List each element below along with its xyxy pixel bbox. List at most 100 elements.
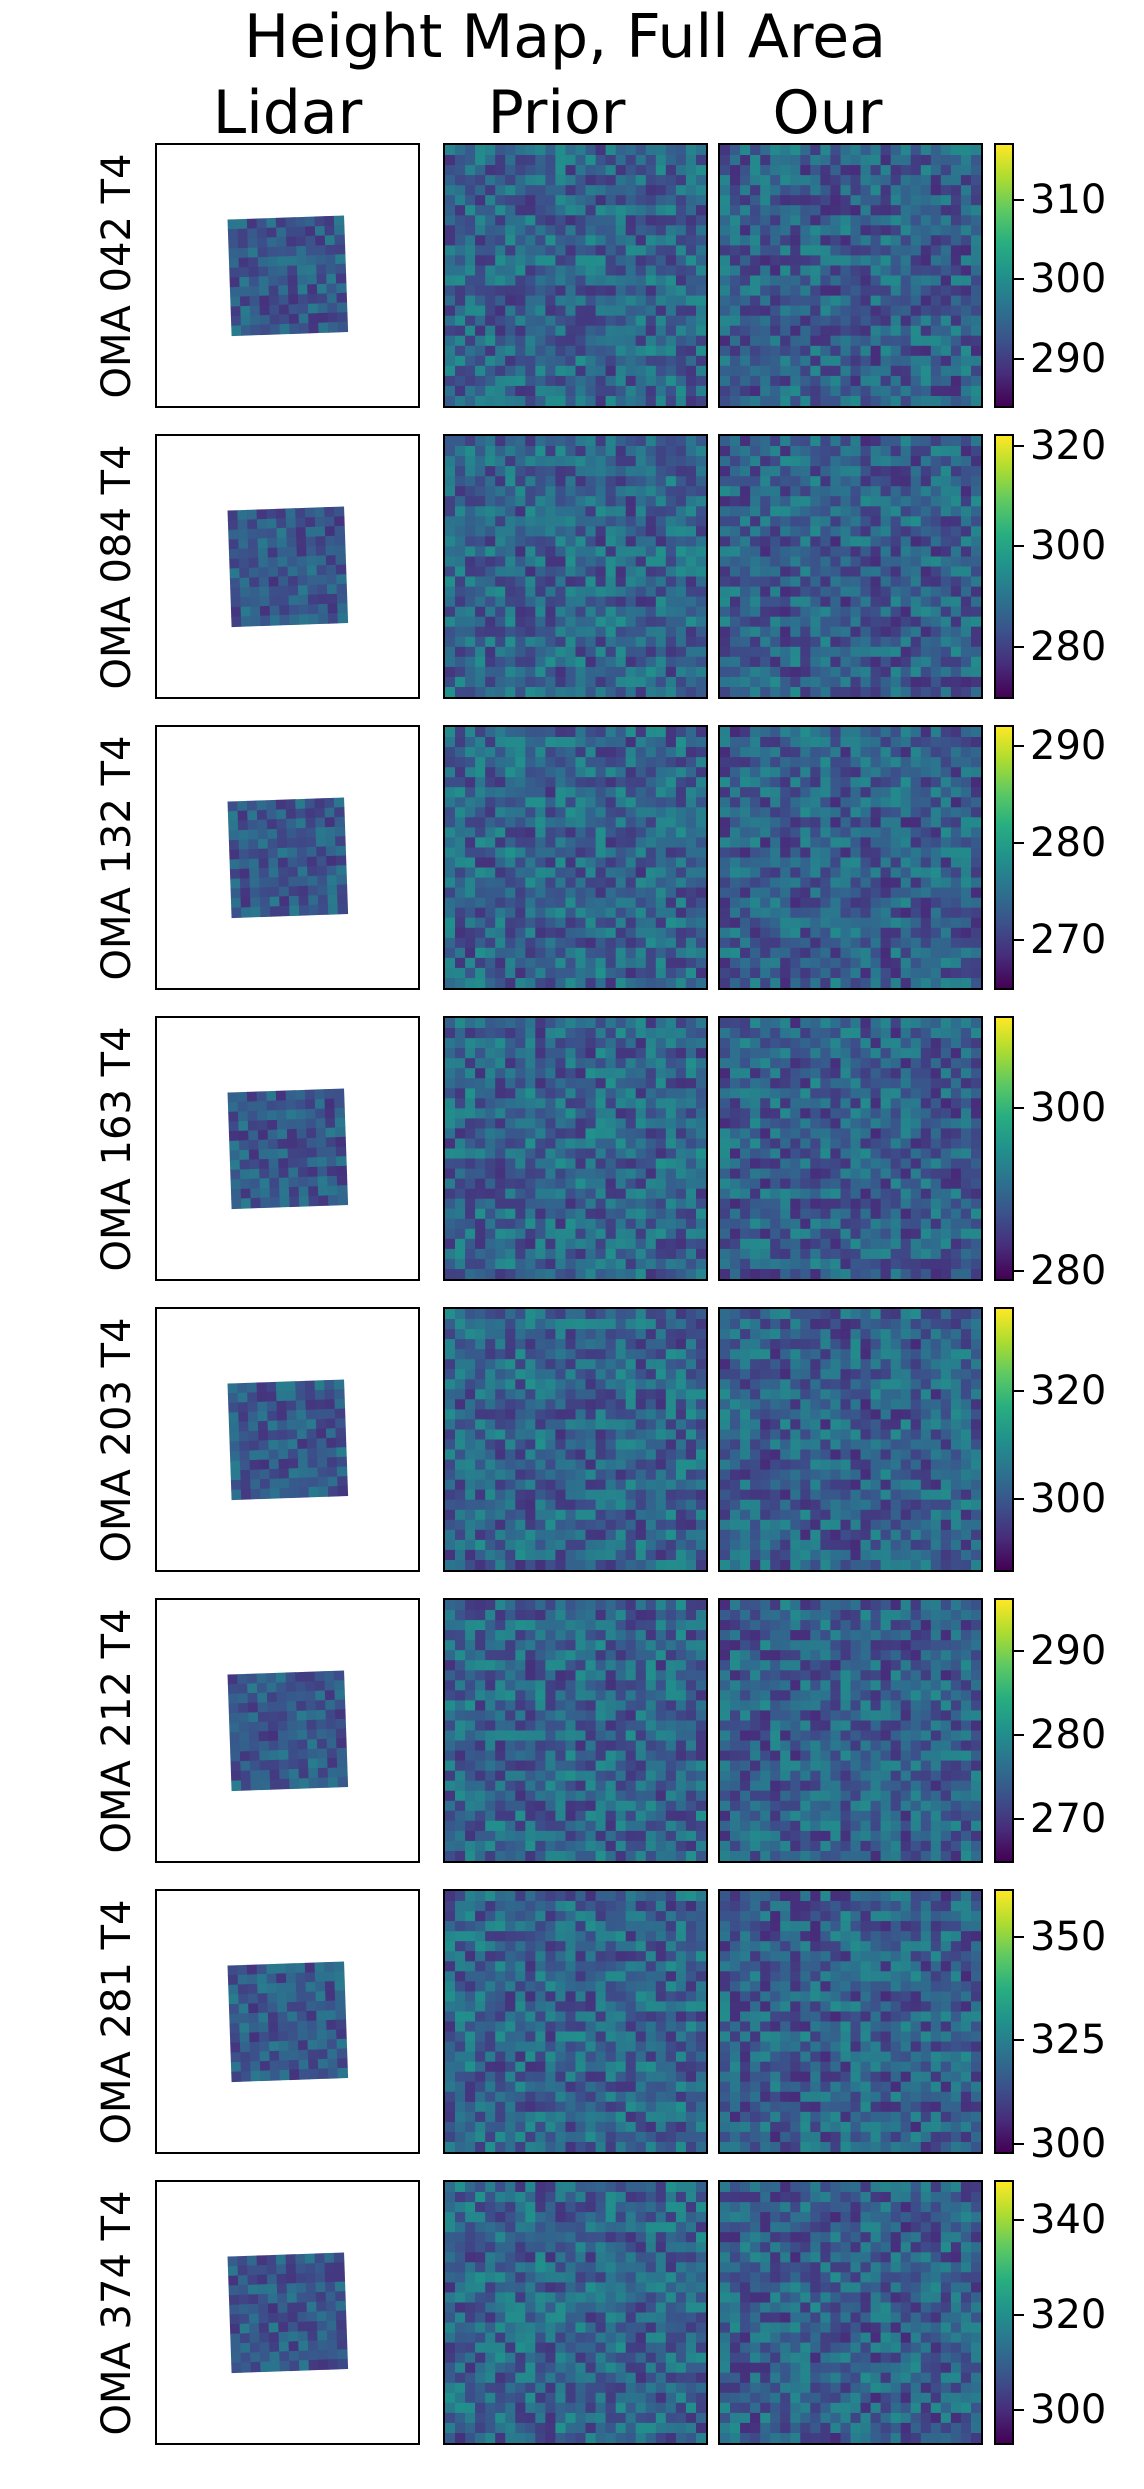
row-3-nerf-cell xyxy=(830,737,841,748)
row-1-nerf-cell xyxy=(930,205,942,216)
row-3-prior-cell xyxy=(535,817,546,828)
row-3-lidar-cell xyxy=(257,829,269,840)
row-1-nerf-cell xyxy=(840,205,852,216)
row-2-nerf-cell xyxy=(910,466,922,477)
row-2-prior-cell xyxy=(545,496,556,507)
row-1-nerf-cell xyxy=(830,355,841,367)
row-2-nerf-cell xyxy=(750,616,761,628)
row-3-nerf-cell xyxy=(760,847,771,859)
row-3-nerf-cell xyxy=(940,927,952,939)
row-2-nerf-cell xyxy=(760,576,771,588)
row-2-prior-cell xyxy=(455,496,466,507)
row-2-lidar-cell xyxy=(316,555,327,567)
row-3-nerf-cell xyxy=(880,787,892,798)
row-2-nerf-cell xyxy=(930,526,942,537)
row-3-nerf-cell xyxy=(810,827,821,838)
row-3-prior-cell xyxy=(635,897,647,909)
row-3-prior-cell xyxy=(555,867,566,879)
row-1-nerf-cell xyxy=(960,245,972,256)
row-1-lidar-cell xyxy=(287,275,299,286)
row-4-lidar-cell xyxy=(240,1188,252,1200)
row-2-lidar-cell xyxy=(305,526,317,538)
row-1-nerf-cell xyxy=(730,325,741,337)
row-1-prior-cell xyxy=(545,245,556,256)
row-2-prior-cell xyxy=(665,496,677,507)
row-2-prior-cell xyxy=(495,476,506,487)
row-3-prior-cell xyxy=(615,867,627,879)
row-3-nerf-cell xyxy=(870,957,882,969)
row-3-prior-cell xyxy=(495,777,506,788)
row-3-lidar-cell xyxy=(249,877,261,889)
row-1-nerf-cell xyxy=(870,305,882,317)
row-2-nerf-cell xyxy=(920,606,932,618)
row-1-nerf-cell xyxy=(750,185,761,196)
row-1-nerf-cell xyxy=(820,295,831,307)
row-2-prior-cell xyxy=(505,687,516,697)
row-2-nerf-cell xyxy=(840,496,852,507)
row-1-lidar-cell xyxy=(257,256,269,268)
row-4-lidar-cell xyxy=(335,1127,346,1138)
row-2-nerf-cell xyxy=(940,626,952,638)
row-3-prior-cell xyxy=(495,747,506,758)
row-3-prior-cell xyxy=(595,957,607,969)
row-2-nerf-cell xyxy=(830,456,841,467)
row-3-prior-cell xyxy=(696,867,706,879)
row-3-prior-cell xyxy=(595,857,607,869)
row-3-nerf-cell xyxy=(870,937,882,949)
row-2-nerf-cell xyxy=(880,596,892,608)
row-1-nerf-cell xyxy=(960,375,972,387)
row-3-nerf-cell xyxy=(890,857,902,869)
row-1-nerf-cell xyxy=(810,315,821,327)
row-1-prior-cell xyxy=(585,215,597,226)
row-2-prior-cell xyxy=(505,666,516,678)
row-1-nerf-cell xyxy=(740,325,751,337)
row-1-prior-cell xyxy=(545,285,556,297)
row-2-prior-cell xyxy=(645,636,657,648)
row-2-prior-cell xyxy=(665,606,677,618)
row-2-lidar-cell xyxy=(305,517,316,528)
row-4-lidar-cell xyxy=(230,1169,241,1181)
row-1-nerf-cell xyxy=(950,315,962,327)
row-2-prior-cell xyxy=(515,666,526,678)
row-1-prior-cell xyxy=(515,155,526,166)
row-1-nerf-cell xyxy=(790,355,801,367)
row-2-nerf-cell xyxy=(850,506,862,517)
row-2-nerf-cell xyxy=(780,646,791,658)
row-4-prior-cell xyxy=(585,1128,597,1139)
row-3-nerf-cell xyxy=(740,747,751,758)
row-2-prior-cell xyxy=(615,576,627,588)
row-1-nerf-cell xyxy=(740,225,751,236)
row-1-prior-cell xyxy=(495,185,506,196)
row-3-prior-cell xyxy=(595,727,607,738)
row-1-nerf-cell xyxy=(800,375,811,387)
row-1-nerf-cell xyxy=(850,325,862,337)
row-2-nerf-cell xyxy=(780,486,791,497)
row-3-nerf-cell xyxy=(971,917,981,929)
row-3-nerf-cell xyxy=(971,947,981,959)
row-3-nerf-cell xyxy=(960,827,972,838)
row-1-prior-cell xyxy=(555,385,566,397)
row-1-prior-cell xyxy=(615,325,627,337)
row-4-prior-cell xyxy=(525,1088,536,1099)
row-1-nerf-cell xyxy=(840,155,852,166)
row-3-nerf-cell xyxy=(750,967,761,979)
row-1-nerf-cell xyxy=(880,145,892,156)
row-2-prior-cell xyxy=(525,456,536,467)
row-2-nerf-cell xyxy=(770,516,781,527)
row-3-nerf-cell xyxy=(780,847,791,859)
row-2-lidar-cell xyxy=(269,595,280,607)
row-3-prior-cell xyxy=(645,797,657,808)
row-4-lidar-cell xyxy=(336,1175,348,1187)
row-3-prior-cell xyxy=(555,737,566,748)
row-2-nerf-cell xyxy=(850,536,862,547)
row-2-nerf-cell xyxy=(780,446,791,457)
row-4-lidar-cell xyxy=(266,1090,277,1102)
row-1-prior-cell xyxy=(505,275,516,287)
row-1-prior-cell xyxy=(505,315,516,327)
row-3-prior-cell xyxy=(505,957,516,969)
row-2-prior-cell xyxy=(505,476,516,487)
row-4-prior-cell xyxy=(475,1138,486,1150)
row-4-lidar-cell xyxy=(305,1118,317,1130)
row-2-prior-cell xyxy=(625,596,637,608)
row-3-prior-cell xyxy=(585,978,597,988)
